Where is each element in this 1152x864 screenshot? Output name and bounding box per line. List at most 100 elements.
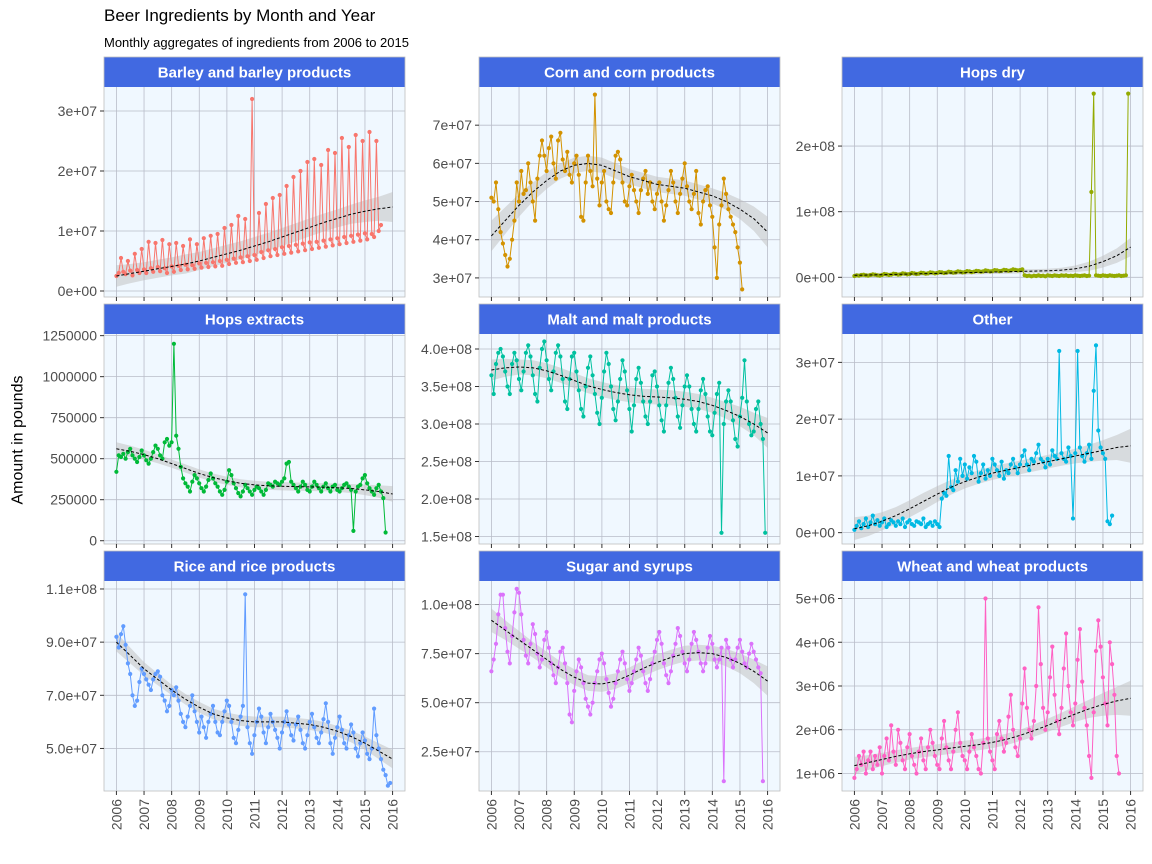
data-point bbox=[1082, 459, 1087, 464]
data-point bbox=[852, 775, 857, 781]
data-point bbox=[599, 395, 604, 400]
data-point bbox=[314, 239, 319, 244]
x-tick-label: 2006 bbox=[483, 799, 499, 830]
y-tick-label: 0e+00 bbox=[58, 283, 98, 299]
data-point bbox=[997, 473, 1002, 478]
data-point bbox=[137, 679, 142, 685]
data-point bbox=[1013, 745, 1018, 750]
data-point bbox=[997, 718, 1002, 724]
data-point bbox=[955, 710, 961, 715]
data-point bbox=[905, 745, 910, 750]
data-point bbox=[500, 592, 505, 597]
data-point bbox=[521, 191, 526, 196]
data-point bbox=[613, 153, 618, 158]
data-point bbox=[579, 406, 584, 412]
data-point bbox=[153, 443, 158, 448]
data-point bbox=[668, 168, 674, 174]
data-point bbox=[372, 492, 377, 497]
data-point bbox=[854, 523, 859, 528]
data-point bbox=[206, 719, 211, 725]
data-point bbox=[197, 730, 202, 735]
data-point bbox=[519, 168, 524, 174]
data-point bbox=[121, 451, 126, 456]
data-point bbox=[664, 673, 669, 678]
data-point bbox=[337, 242, 342, 247]
data-point bbox=[291, 482, 296, 487]
data-point bbox=[201, 236, 206, 241]
data-point bbox=[521, 369, 526, 374]
data-point bbox=[512, 350, 517, 355]
data-point bbox=[638, 653, 644, 658]
data-point bbox=[999, 736, 1004, 741]
data-point bbox=[597, 421, 602, 427]
x-tick-label: 2016 bbox=[1123, 799, 1139, 830]
data-point bbox=[701, 669, 706, 674]
data-point bbox=[705, 184, 710, 189]
data-point bbox=[1082, 705, 1087, 711]
data-point bbox=[1054, 456, 1059, 461]
data-point bbox=[293, 486, 298, 491]
y-tick-label: 1.1e+08 bbox=[46, 581, 97, 597]
data-point bbox=[726, 388, 731, 393]
y-tick-label: 3e+07 bbox=[433, 270, 473, 286]
x-tick-label: 2009 bbox=[929, 799, 945, 830]
data-point bbox=[689, 207, 694, 212]
data-point bbox=[1011, 456, 1016, 461]
data-point bbox=[1043, 727, 1048, 732]
data-point bbox=[236, 727, 241, 733]
data-point bbox=[705, 414, 710, 419]
data-point bbox=[756, 399, 761, 404]
data-point bbox=[1004, 468, 1009, 473]
data-point bbox=[985, 468, 990, 473]
data-point bbox=[204, 484, 209, 489]
data-point bbox=[521, 637, 526, 643]
data-point bbox=[585, 365, 591, 370]
y-tick-label: 2e+07 bbox=[796, 411, 836, 427]
x-tick-label: 2011 bbox=[622, 799, 638, 829]
data-point bbox=[174, 240, 179, 246]
data-point bbox=[962, 758, 967, 763]
y-tick-label: 4.0e+08 bbox=[421, 341, 472, 357]
data-point bbox=[678, 633, 683, 639]
data-point bbox=[178, 267, 183, 273]
data-point bbox=[978, 471, 984, 476]
data-point bbox=[213, 481, 218, 486]
data-point bbox=[1098, 644, 1103, 649]
data-point bbox=[629, 172, 634, 177]
plot-area bbox=[114, 592, 393, 788]
data-point bbox=[733, 657, 738, 662]
data-point bbox=[378, 489, 384, 494]
data-point bbox=[856, 753, 862, 759]
data-point bbox=[355, 754, 361, 759]
data-point bbox=[167, 242, 172, 247]
data-point bbox=[516, 199, 522, 204]
y-tick-label: 6e+07 bbox=[433, 155, 473, 171]
data-point bbox=[569, 180, 575, 185]
data-point bbox=[146, 239, 151, 244]
data-point bbox=[661, 661, 667, 666]
data-point bbox=[164, 709, 170, 714]
data-point bbox=[590, 373, 595, 378]
data-point bbox=[187, 703, 193, 709]
data-point bbox=[721, 421, 726, 427]
data-point bbox=[181, 476, 186, 481]
data-point bbox=[254, 257, 259, 262]
data-point bbox=[1029, 736, 1034, 741]
data-point bbox=[192, 709, 197, 714]
data-point bbox=[971, 745, 977, 750]
data-point bbox=[146, 461, 151, 466]
facet-strip bbox=[479, 304, 780, 334]
data-point bbox=[144, 458, 149, 463]
data-point bbox=[703, 661, 708, 666]
data-point bbox=[682, 161, 687, 166]
data-point bbox=[691, 629, 697, 635]
data-point bbox=[530, 373, 535, 378]
data-point bbox=[240, 260, 245, 265]
data-point bbox=[167, 703, 172, 709]
data-point bbox=[498, 230, 503, 235]
data-point bbox=[314, 482, 319, 487]
facet-panel: Sugar and syrups 2.5e+07 5.0e+07 7.5e+07 1.0… bbox=[421, 550, 781, 830]
data-point bbox=[1034, 451, 1039, 456]
facet-strip-label: Barley and barley products bbox=[158, 65, 351, 82]
data-point bbox=[932, 753, 938, 759]
